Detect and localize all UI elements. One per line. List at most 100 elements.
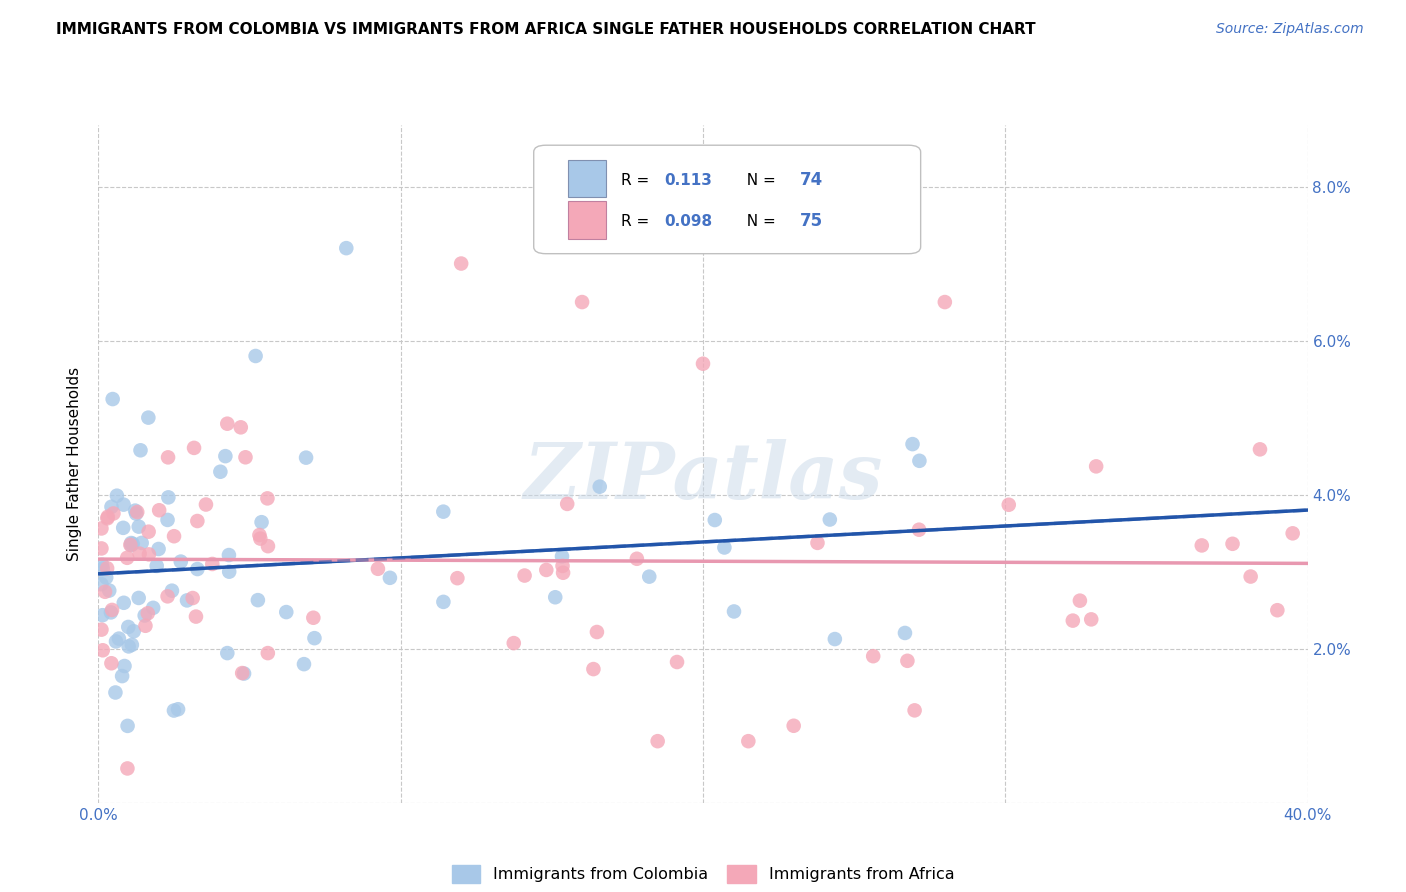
- Point: [96, 570, 118, 584]
- Point: [115, 550, 138, 565]
- Point: [157, 491, 180, 505]
- Point: [229, 420, 252, 434]
- Point: [136, 607, 159, 621]
- Point: [302, 611, 325, 625]
- Point: [90, 577, 112, 591]
- Point: [96, 511, 118, 525]
- Point: [105, 489, 128, 503]
- Point: [276, 605, 298, 619]
- Point: [131, 536, 153, 550]
- Point: [124, 503, 146, 517]
- Point: [186, 514, 208, 528]
- Point: [703, 513, 725, 527]
- Point: [101, 392, 124, 406]
- Point: [723, 604, 745, 618]
- Point: [647, 734, 669, 748]
- Point: [713, 541, 735, 555]
- Point: [1249, 442, 1271, 457]
- Point: [908, 523, 931, 537]
- Point: [112, 596, 135, 610]
- Point: [148, 541, 170, 556]
- Point: [90, 521, 112, 535]
- Point: [117, 620, 139, 634]
- Point: [114, 659, 136, 673]
- Point: [367, 562, 389, 576]
- Point: [112, 498, 135, 512]
- Point: [160, 583, 183, 598]
- Point: [100, 657, 122, 671]
- Point: [551, 549, 574, 564]
- Point: [170, 555, 193, 569]
- Point: [1062, 614, 1084, 628]
- Point: [209, 465, 232, 479]
- Point: [112, 521, 135, 535]
- Point: [201, 557, 224, 571]
- Point: [121, 638, 143, 652]
- Point: [91, 608, 114, 623]
- Point: [129, 443, 152, 458]
- Point: [231, 666, 253, 681]
- Point: [117, 761, 139, 775]
- Point: [1281, 526, 1303, 541]
- Point: [551, 566, 574, 580]
- Point: [111, 669, 134, 683]
- Text: N =: N =: [737, 214, 780, 228]
- Point: [901, 437, 924, 451]
- FancyBboxPatch shape: [568, 202, 606, 239]
- Point: [432, 595, 454, 609]
- Point: [295, 450, 318, 465]
- Point: [157, 450, 180, 465]
- Point: [138, 548, 160, 562]
- Point: [1191, 538, 1213, 552]
- Point: [176, 593, 198, 607]
- Point: [908, 454, 931, 468]
- Point: [249, 532, 271, 546]
- Point: [90, 541, 112, 556]
- Point: [432, 505, 454, 519]
- Point: [120, 538, 142, 552]
- Point: [217, 417, 239, 431]
- Point: [120, 538, 142, 552]
- Text: R =: R =: [621, 214, 654, 228]
- Point: [96, 561, 118, 575]
- Text: IMMIGRANTS FROM COLOMBIA VS IMMIGRANTS FROM AFRICA SINGLE FATHER HOUSEHOLDS CORR: IMMIGRANTS FROM COLOMBIA VS IMMIGRANTS F…: [56, 22, 1036, 37]
- Point: [91, 561, 114, 575]
- Point: [121, 537, 143, 551]
- Point: [256, 646, 278, 660]
- Point: [122, 624, 145, 639]
- Point: [586, 625, 609, 640]
- FancyBboxPatch shape: [568, 161, 606, 197]
- Point: [250, 515, 273, 529]
- Point: [896, 654, 918, 668]
- Point: [91, 558, 114, 572]
- FancyBboxPatch shape: [534, 145, 921, 253]
- Point: [638, 569, 661, 583]
- Point: [571, 295, 593, 310]
- Point: [97, 509, 120, 524]
- Point: [128, 519, 150, 533]
- Point: [104, 685, 127, 699]
- Legend: Immigrants from Colombia, Immigrants from Africa: Immigrants from Colombia, Immigrants fro…: [446, 858, 960, 889]
- Point: [862, 649, 884, 664]
- Point: [692, 357, 714, 371]
- Point: [1222, 537, 1244, 551]
- Text: 0.098: 0.098: [664, 214, 713, 228]
- Point: [292, 657, 315, 672]
- Point: [128, 591, 150, 605]
- Point: [194, 498, 217, 512]
- Point: [100, 606, 122, 620]
- Point: [98, 583, 121, 598]
- Text: 0.113: 0.113: [664, 173, 713, 188]
- Point: [894, 626, 917, 640]
- Point: [1240, 569, 1263, 583]
- Point: [904, 703, 927, 717]
- Point: [184, 609, 207, 624]
- Point: [513, 568, 536, 582]
- Point: [582, 662, 605, 676]
- Point: [138, 410, 160, 425]
- Point: [100, 500, 122, 514]
- Point: [450, 256, 472, 270]
- Point: [246, 593, 269, 607]
- Point: [214, 449, 236, 463]
- Point: [120, 536, 142, 550]
